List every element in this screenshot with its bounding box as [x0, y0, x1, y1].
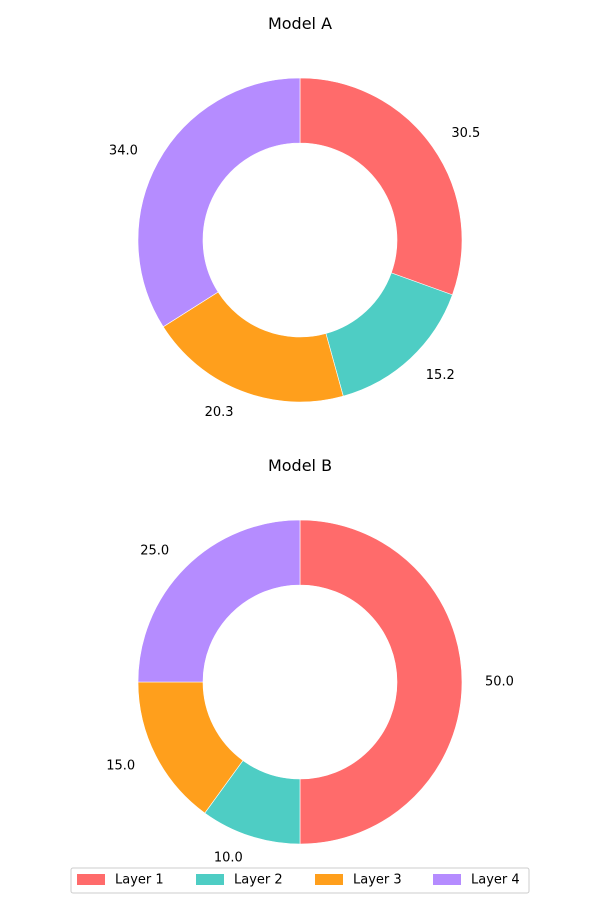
legend-label-layer-2: Layer 2: [234, 873, 283, 888]
model-a-value-label-layer-2: 15.2: [426, 368, 455, 383]
legend: Layer 1 Layer 2 Layer 3 Layer 4: [70, 867, 530, 894]
chart-title-model-b: Model B: [268, 456, 332, 475]
model-a-value-label-layer-3: 20.3: [205, 405, 234, 420]
model-b-slice-layer-1: [299, 519, 463, 845]
model-a-slice-layer-4: [137, 77, 301, 328]
model-b-slice-layer-4: [137, 519, 301, 683]
model-b-value-label-layer-1: 50.0: [485, 675, 514, 690]
donut-chart-model-a: 30.5 15.2 20.3 34.0: [109, 77, 480, 420]
legend-swatch-layer-2: [196, 874, 224, 885]
legend-label-layer-3: Layer 3: [353, 873, 402, 888]
legend-swatch-layer-4: [433, 874, 461, 885]
legend-label-layer-1: Layer 1: [115, 873, 164, 888]
model-a-value-label-layer-1: 30.5: [451, 126, 480, 141]
model-a-value-label-layer-4: 34.0: [109, 143, 138, 158]
legend-frame: [70, 867, 530, 894]
legend-swatch-layer-3: [315, 874, 343, 885]
legend-swatch-layer-1: [77, 874, 105, 885]
model-b-value-label-layer-4: 25.0: [140, 544, 169, 559]
model-b-value-label-layer-3: 15.0: [106, 758, 135, 773]
model-b-value-label-layer-2: 10.0: [214, 850, 243, 865]
legend-label-layer-4: Layer 4: [471, 873, 520, 888]
donut-chart-model-b: 50.0 10.0 15.0 25.0: [106, 519, 514, 865]
model-a-slice-layer-1: [299, 77, 463, 296]
chart-title-model-a: Model A: [268, 14, 332, 33]
